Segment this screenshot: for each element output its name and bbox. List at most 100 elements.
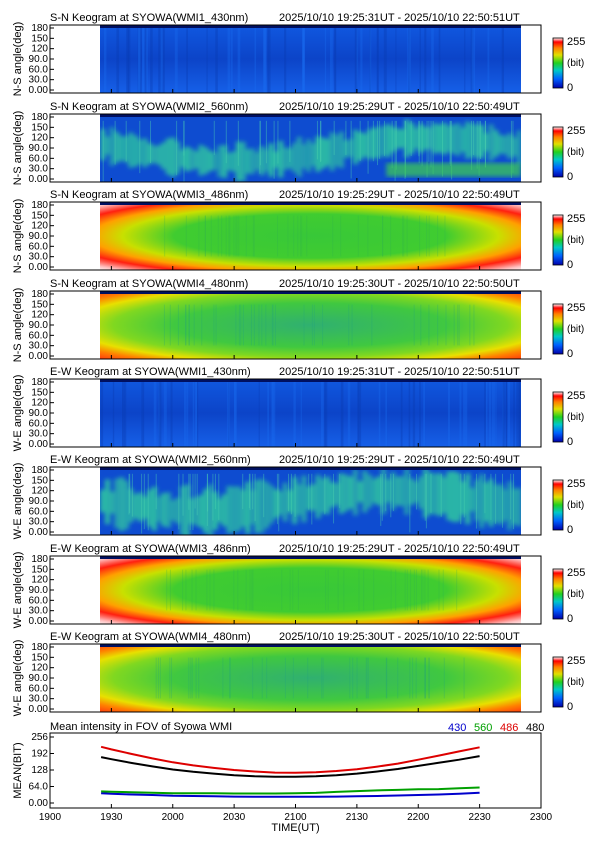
- colorbar-min-label: 0: [567, 171, 573, 183]
- colorbar-max-label: 255: [567, 567, 585, 579]
- mean-panel-title: Mean intensity in FOV of Syowa WMI: [50, 721, 232, 733]
- colorbar-min-label: 0: [567, 701, 573, 713]
- colorbar-min-label: 0: [567, 82, 573, 94]
- y-tick-label: 60.0: [29, 241, 49, 252]
- x-axis-label: TIME(UT): [271, 822, 319, 834]
- y-tick-label: 150: [31, 652, 48, 663]
- mean-y-tick-label: 64.0: [29, 782, 49, 793]
- x-tick-label: 2300: [530, 812, 553, 823]
- series-line-560: [101, 786, 480, 795]
- mean-y-tick-label: 128: [31, 765, 48, 776]
- y-tick-label: 0.00: [29, 527, 49, 538]
- y-tick-label: 180: [31, 377, 48, 388]
- y-tick-label: 90.0: [29, 54, 49, 65]
- keogram-image: [100, 25, 521, 93]
- colorbar-unit-label: (bit): [567, 589, 584, 600]
- keogram-panel-5: E-W Keogram at SYOWA(WMI1_430nm) 2025/10/…: [12, 366, 585, 451]
- keogram-panel-7: E-W Keogram at SYOWA(WMI3_486nm) 2025/10/…: [12, 543, 585, 628]
- colorbar: [552, 37, 564, 89]
- y-tick-label: 150: [31, 33, 48, 44]
- keogram-panel-1: S-N Keogram at SYOWA(WMI1_430nm) 2025/10/…: [12, 12, 585, 96]
- keogram-title: S-N Keogram at SYOWA(WMI4_480nm): [50, 278, 248, 290]
- mean-y-tick-label: 256: [31, 732, 48, 743]
- colorbar-unit-label: (bit): [567, 412, 584, 423]
- keogram-panel-2: S-N Keogram at SYOWA(WMI2_560nm) 2025/10/…: [12, 101, 585, 185]
- y-tick-label: 180: [31, 289, 48, 300]
- keogram-image: [100, 556, 521, 624]
- keogram-time-range: 2025/10/10 19:25:29UT - 2025/10/10 22:50…: [279, 189, 520, 201]
- keogram-title: E-W Keogram at SYOWA(WMI4_480nm): [50, 631, 251, 643]
- y-tick-label: 30.0: [29, 341, 49, 352]
- y-axis-label: N-S angle(deg): [12, 288, 24, 363]
- y-tick-label: 30.0: [29, 606, 49, 617]
- keogram-title: E-W Keogram at SYOWA(WMI1_430nm): [50, 366, 251, 378]
- x-tick-label: 1900: [39, 812, 62, 823]
- x-tick-label: 2030: [223, 812, 246, 823]
- colorbar: [552, 126, 564, 178]
- y-tick-label: 150: [31, 122, 48, 133]
- colorbar-max-label: 255: [567, 478, 585, 490]
- keogram-image: [100, 644, 521, 712]
- y-tick-label: 120: [31, 398, 48, 409]
- series-line-480: [100, 755, 480, 778]
- y-tick-label: 0.00: [29, 85, 49, 96]
- colorbar: [552, 303, 564, 355]
- colorbar-unit-label: (bit): [567, 235, 584, 246]
- y-tick-label: 90.0: [29, 585, 49, 596]
- x-tick-label: 1930: [100, 812, 123, 823]
- keogram-title: S-N Keogram at SYOWA(WMI1_430nm): [50, 12, 248, 24]
- y-tick-label: 150: [31, 299, 48, 310]
- y-tick-label: 0.00: [29, 174, 49, 185]
- y-tick-label: 150: [31, 210, 48, 221]
- x-tick-label: 2000: [162, 812, 185, 823]
- keogram-panel-8: E-W Keogram at SYOWA(WMI4_480nm) 2025/10/…: [12, 631, 585, 716]
- y-tick-label: 120: [31, 221, 48, 232]
- keogram-panel-3: S-N Keogram at SYOWA(WMI3_486nm) 2025/10/…: [12, 189, 585, 273]
- x-tick-label: 2230: [469, 812, 492, 823]
- colorbar: [552, 214, 564, 266]
- y-tick-label: 30.0: [29, 517, 49, 528]
- keogram-title: S-N Keogram at SYOWA(WMI3_486nm): [50, 189, 248, 201]
- colorbar-max-label: 255: [567, 302, 585, 314]
- y-tick-label: 120: [31, 575, 48, 586]
- keogram-image: [100, 202, 521, 270]
- colorbar-min-label: 0: [567, 613, 573, 625]
- colorbar-min-label: 0: [567, 348, 573, 360]
- y-tick-label: 150: [31, 564, 48, 575]
- y-axis-label: N-S angle(deg): [12, 199, 24, 274]
- colorbar-unit-label: (bit): [567, 147, 584, 158]
- y-tick-label: 180: [31, 112, 48, 123]
- keogram-image: [100, 114, 521, 182]
- y-tick-label: 30.0: [29, 75, 49, 86]
- y-tick-label: 60.0: [29, 506, 49, 517]
- y-tick-label: 60.0: [29, 64, 49, 75]
- keogram-panel-4: S-N Keogram at SYOWA(WMI4_480nm) 2025/10/…: [12, 278, 585, 362]
- y-axis-label: W-E angle(deg): [12, 463, 24, 540]
- y-tick-label: 180: [31, 23, 48, 34]
- y-tick-label: 180: [31, 642, 48, 653]
- legend-entry-486: 486: [500, 722, 518, 734]
- y-tick-label: 180: [31, 554, 48, 565]
- colorbar-max-label: 255: [567, 36, 585, 48]
- y-tick-label: 120: [31, 310, 48, 321]
- keogram-title: E-W Keogram at SYOWA(WMI2_560nm): [50, 454, 251, 466]
- y-tick-label: 90.0: [29, 673, 49, 684]
- keogram-panel-6: E-W Keogram at SYOWA(WMI2_560nm) 2025/10/…: [12, 454, 585, 539]
- y-tick-label: 30.0: [29, 429, 49, 440]
- keogram-title: E-W Keogram at SYOWA(WMI3_486nm): [50, 543, 251, 555]
- keogram-time-range: 2025/10/10 19:25:30UT - 2025/10/10 22:50…: [279, 631, 520, 643]
- y-tick-label: 30.0: [29, 164, 49, 175]
- x-tick-label: 2100: [284, 812, 307, 823]
- y-axis-label: W-E angle(deg): [12, 375, 24, 452]
- keogram-time-range: 2025/10/10 19:25:29UT - 2025/10/10 22:50…: [279, 454, 520, 466]
- y-tick-label: 180: [31, 465, 48, 476]
- colorbar-min-label: 0: [567, 524, 573, 536]
- keogram-time-range: 2025/10/10 19:25:30UT - 2025/10/10 22:50…: [279, 278, 520, 290]
- keogram-time-range: 2025/10/10 19:25:31UT - 2025/10/10 22:50…: [279, 12, 520, 24]
- colorbar-max-label: 255: [567, 125, 585, 137]
- colorbar-unit-label: (bit): [567, 500, 584, 511]
- colorbar-min-label: 0: [567, 259, 573, 271]
- colorbar: [552, 656, 564, 708]
- keogram-time-range: 2025/10/10 19:25:31UT - 2025/10/10 22:50…: [279, 366, 520, 378]
- colorbar: [552, 479, 564, 531]
